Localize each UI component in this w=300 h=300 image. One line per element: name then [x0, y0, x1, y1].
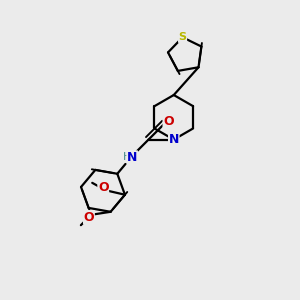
Text: H: H [123, 152, 131, 162]
Text: O: O [98, 182, 109, 194]
Text: N: N [127, 151, 137, 164]
Text: O: O [84, 211, 94, 224]
Text: O: O [163, 115, 174, 128]
Text: S: S [178, 32, 187, 42]
Text: N: N [169, 133, 179, 146]
